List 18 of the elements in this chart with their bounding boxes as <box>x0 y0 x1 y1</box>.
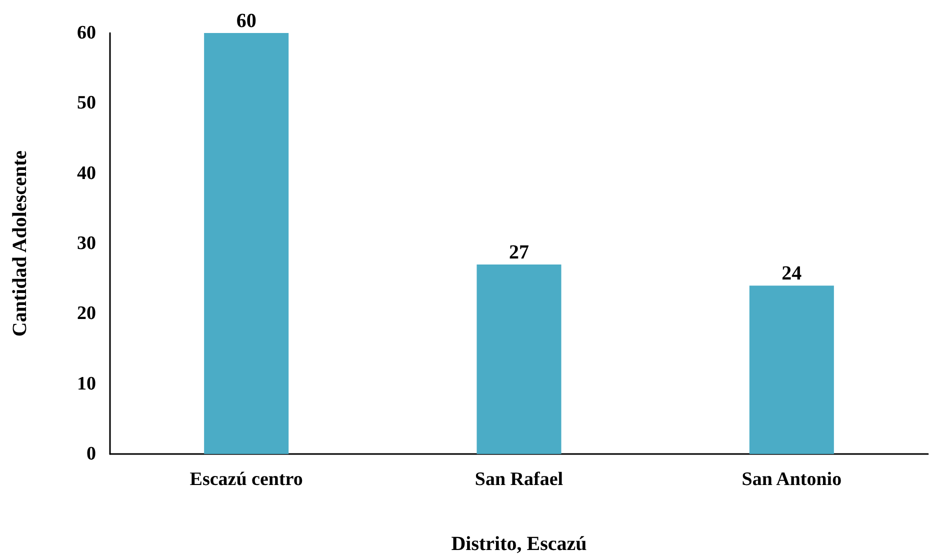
y-tick-label: 40 <box>77 162 96 184</box>
y-tick-label: 20 <box>77 303 96 324</box>
y-tick-label: 0 <box>86 444 96 464</box>
data-label: 24 <box>782 262 802 285</box>
y-tick-label: 50 <box>77 92 96 114</box>
x-tick-label: Escazú centro <box>190 469 303 490</box>
data-label: 60 <box>236 10 256 32</box>
y-tick-label: 60 <box>77 22 96 44</box>
y-tick-label: 10 <box>77 373 96 394</box>
x-axis-title: Distrito, Escazú <box>451 533 587 555</box>
y-tick-label: 30 <box>77 233 96 254</box>
bar <box>476 264 562 454</box>
bar <box>204 33 289 454</box>
data-label: 27 <box>509 242 529 264</box>
y-axis-title: Cantidad Adolescente <box>9 150 31 337</box>
x-tick-label: San Rafael <box>474 469 564 490</box>
x-tick-label: San Antonio <box>742 469 842 490</box>
bar <box>749 286 834 454</box>
